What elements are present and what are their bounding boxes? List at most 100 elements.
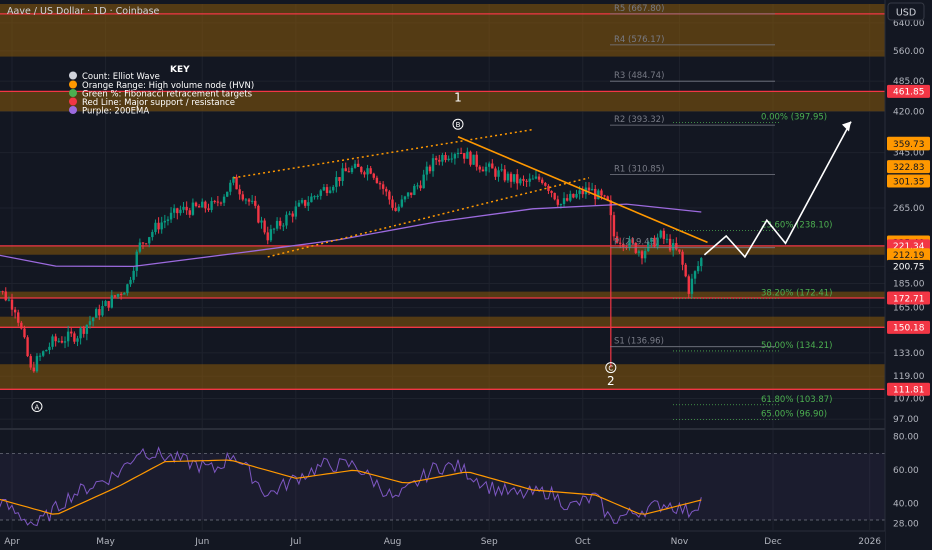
trendlines bbox=[233, 128, 708, 258]
candle-body bbox=[148, 237, 151, 244]
candle-body bbox=[207, 208, 210, 210]
candle-body bbox=[4, 291, 7, 301]
time-tick: Jul bbox=[289, 537, 301, 547]
candle-body bbox=[356, 163, 360, 167]
wave-label: C bbox=[608, 364, 613, 372]
candle-body bbox=[285, 214, 288, 226]
candle-body bbox=[541, 179, 544, 183]
currency-label: USD bbox=[896, 8, 916, 19]
price-tag: 200.75 bbox=[893, 263, 925, 273]
price-tag-bg bbox=[887, 259, 930, 273]
price-tick: 485.00 bbox=[893, 77, 925, 87]
pivot-levels: R5 (667.80) R4 (576.17) R3 (484.74) R2 (393… bbox=[610, 4, 775, 348]
key-dot-4 bbox=[69, 97, 77, 106]
downtrend-line bbox=[457, 136, 708, 244]
candle-body bbox=[197, 206, 201, 208]
time-tick: Dec bbox=[764, 537, 781, 547]
pivot-label: R5 (667.80) bbox=[614, 4, 664, 14]
candle-body bbox=[254, 200, 257, 206]
candle-body bbox=[272, 228, 276, 230]
price-tag: 359.73 bbox=[893, 140, 925, 150]
candle-body bbox=[656, 237, 659, 247]
candle-body bbox=[565, 198, 569, 201]
candle-body bbox=[341, 168, 344, 182]
price-tag: 461.85 bbox=[893, 88, 925, 98]
candle-body bbox=[123, 293, 126, 295]
candle-body bbox=[119, 294, 123, 296]
candle-body bbox=[578, 190, 581, 194]
rsi-tick: 80.00 bbox=[893, 433, 919, 443]
candle-body bbox=[201, 201, 204, 208]
candle-body bbox=[590, 188, 594, 191]
candle-body bbox=[319, 190, 322, 196]
candle-body bbox=[375, 177, 379, 184]
candle-body bbox=[32, 367, 36, 372]
rsi-line bbox=[0, 446, 702, 527]
candle-body bbox=[587, 187, 591, 191]
candle-body bbox=[45, 350, 48, 352]
candle-body bbox=[466, 151, 469, 159]
pivot-label: P (219.43) bbox=[614, 238, 658, 248]
candle-body bbox=[522, 178, 525, 181]
time-axis: Apr May Jun Jul Aug Sep Oct Nov Dec 2026 bbox=[0, 530, 885, 550]
candle-body bbox=[241, 194, 244, 200]
time-tick: Apr bbox=[4, 537, 20, 547]
candle-body bbox=[472, 154, 475, 165]
hvn-zone bbox=[0, 364, 885, 390]
candle-body bbox=[176, 208, 179, 214]
candle-body bbox=[141, 242, 145, 244]
candle-body bbox=[503, 169, 506, 181]
candle-body bbox=[347, 171, 351, 173]
candle-body bbox=[79, 328, 82, 339]
hvn-zones bbox=[0, 4, 885, 390]
candle-body bbox=[135, 251, 138, 271]
price-tag: 150.18 bbox=[893, 324, 925, 334]
candle-body bbox=[516, 174, 519, 184]
hvn-zone bbox=[0, 245, 885, 255]
candle-body bbox=[459, 152, 463, 154]
candle-body bbox=[73, 333, 76, 342]
candle-body bbox=[665, 238, 669, 240]
candle-body bbox=[450, 158, 453, 160]
candle-body bbox=[238, 189, 241, 195]
projection-line bbox=[703, 121, 852, 259]
candle-body bbox=[303, 200, 307, 206]
candle-body bbox=[338, 177, 341, 182]
candle-body bbox=[425, 166, 429, 175]
candle-body bbox=[129, 279, 132, 285]
wave-circle bbox=[452, 118, 464, 130]
candle-body bbox=[388, 191, 391, 200]
candle-body bbox=[17, 312, 20, 323]
candle-body bbox=[282, 225, 285, 227]
pivot-label: R1 (310.85) bbox=[614, 165, 664, 175]
key-item-2: Orange Range: High volume node (HVN) bbox=[82, 81, 254, 91]
candle-body bbox=[500, 169, 503, 171]
candle-body bbox=[553, 192, 556, 200]
candle-body bbox=[378, 183, 382, 185]
candle-body bbox=[213, 201, 216, 203]
ema-200-path bbox=[0, 203, 702, 268]
price-tick: 185.00 bbox=[893, 280, 925, 290]
time-axis-background bbox=[0, 531, 885, 550]
candle-body bbox=[316, 195, 319, 197]
candle-body bbox=[307, 202, 310, 206]
candle-body bbox=[581, 190, 584, 195]
rsi-band bbox=[0, 453, 885, 520]
candle-body bbox=[350, 167, 354, 173]
fibonacci-levels: 0.00% (397.95) 23.60% (238.10) 38.20% (172… bbox=[673, 113, 833, 420]
currency-button[interactable]: USD bbox=[887, 2, 925, 21]
price-tag: 322.83 bbox=[893, 163, 925, 173]
candle-body bbox=[222, 196, 226, 203]
price-tag-bg bbox=[887, 248, 930, 262]
candle-body bbox=[559, 203, 563, 205]
price-tag-bg bbox=[887, 174, 930, 188]
candle-body bbox=[38, 355, 42, 357]
price-candles bbox=[0, 147, 703, 373]
candle-body bbox=[519, 178, 522, 184]
candle-body bbox=[419, 185, 422, 189]
candle-body bbox=[531, 178, 535, 180]
candle-body bbox=[269, 229, 273, 241]
candle-body bbox=[556, 199, 559, 205]
candle-body bbox=[647, 241, 650, 252]
